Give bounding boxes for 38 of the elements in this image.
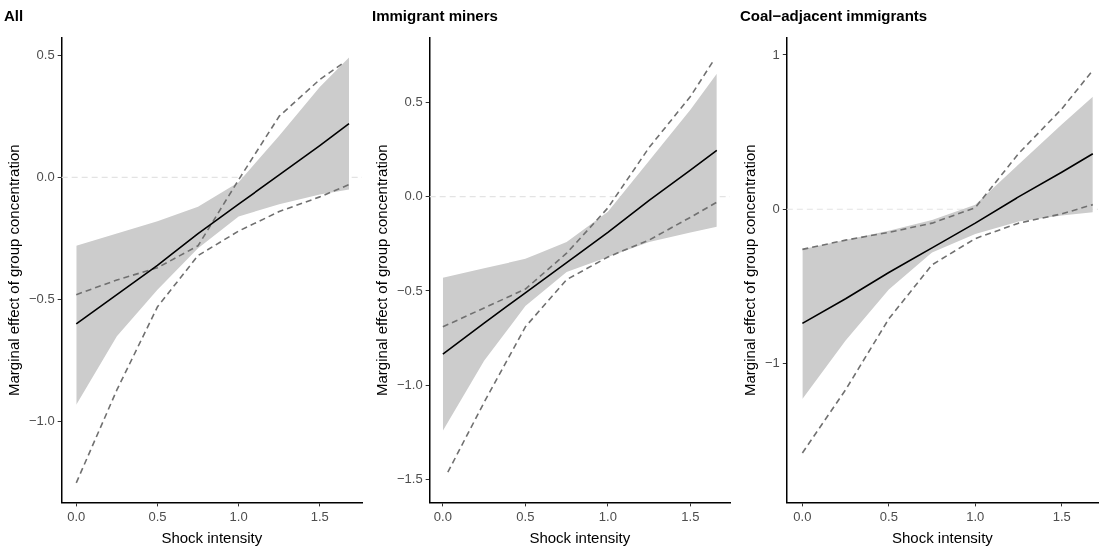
x-axis-title: Shock intensity	[529, 529, 631, 547]
y-tick-label: −1.5	[396, 471, 423, 487]
x-tick-label: 1.0	[966, 508, 985, 524]
y-tick-label: 0.5	[36, 46, 55, 62]
line-series	[75, 61, 345, 296]
chart-title: Coal−adjacent immigrants	[740, 7, 928, 25]
chart-title: Immigrant miners	[372, 7, 498, 25]
y-axis-title: Marginal effect of group concentration	[5, 144, 23, 396]
y-tick-label: −0.5	[28, 291, 55, 307]
line-series	[75, 183, 350, 484]
x-tick-label: 0.0	[793, 508, 812, 524]
y-tick-label: 0.0	[36, 168, 55, 184]
y-tick-label: 1	[772, 46, 780, 62]
y-axis-title: Marginal effect of group concentration	[373, 144, 391, 396]
x-axis-title: Shock intensity	[891, 529, 994, 547]
x-tick-label: 0.5	[148, 508, 167, 524]
x-tick-label: 0.0	[433, 508, 452, 524]
chart-title: All	[4, 7, 24, 25]
x-tick-label: 1.0	[229, 508, 248, 524]
line-series	[447, 201, 718, 473]
line-series	[442, 59, 715, 328]
y-axis-title: Marginal effect of group concentration	[741, 144, 759, 396]
y-tick-label: −1	[764, 355, 780, 371]
y-tick-label: 0	[772, 200, 780, 216]
line-series	[801, 203, 1094, 454]
x-axis-title: Shock intensity	[161, 529, 263, 547]
x-tick-label: 0.5	[879, 508, 898, 524]
y-tick-label: 0.0	[404, 188, 423, 204]
x-tick-label: 1.0	[598, 508, 617, 524]
y-tick-label: 0.5	[404, 93, 423, 109]
y-tick-label: −1.0	[28, 413, 55, 429]
y-tick-label: −0.5	[396, 282, 423, 298]
x-tick-label: 0.5	[516, 508, 535, 524]
x-tick-label: 0.0	[67, 508, 86, 524]
x-tick-label: 1.5	[310, 508, 329, 524]
x-tick-label: 1.5	[681, 508, 700, 524]
y-tick-label: −1.0	[396, 376, 423, 392]
x-tick-label: 1.5	[1052, 508, 1071, 524]
